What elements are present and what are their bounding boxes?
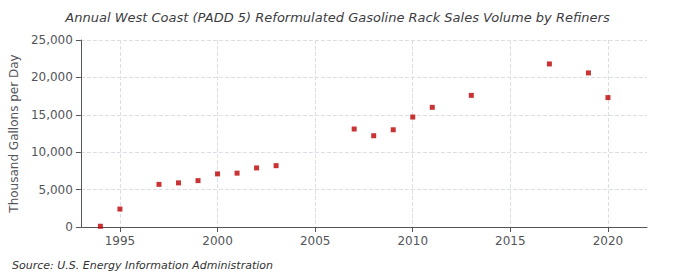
svg-text:0: 0 <box>65 220 73 234</box>
svg-text:15,000: 15,000 <box>31 108 73 122</box>
svg-text:2015: 2015 <box>495 234 526 248</box>
svg-text:25,000: 25,000 <box>31 33 73 47</box>
svg-text:10,000: 10,000 <box>31 145 73 159</box>
svg-text:20,000: 20,000 <box>31 70 73 84</box>
svg-text:Annual West Coast (PADD 5) Ref: Annual West Coast (PADD 5) Reformulated … <box>64 10 610 25</box>
svg-text:5,000: 5,000 <box>39 183 73 197</box>
svg-text:2005: 2005 <box>300 234 331 248</box>
svg-text:Thousand Gallons per Day: Thousand Gallons per Day <box>7 54 21 213</box>
svg-text:2020: 2020 <box>593 234 624 248</box>
svg-text:Source: U.S. Energy Informatio: Source: U.S. Energy Information Administ… <box>12 259 273 272</box>
svg-text:2000: 2000 <box>202 234 233 248</box>
svg-text:2010: 2010 <box>397 234 428 248</box>
svg-text:1995: 1995 <box>105 234 136 248</box>
